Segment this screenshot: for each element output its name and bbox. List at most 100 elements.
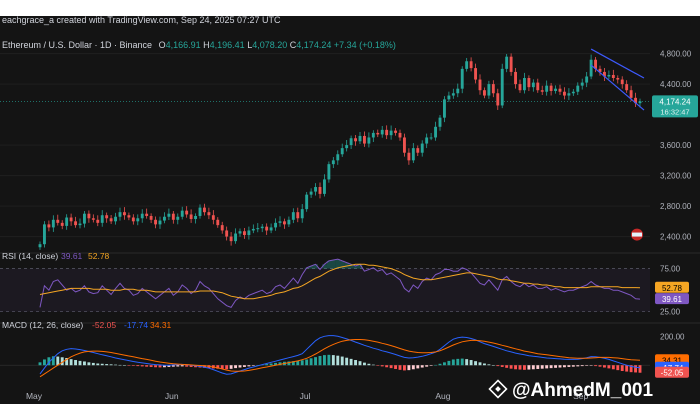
candle-body[interactable] xyxy=(260,226,264,229)
macd-histogram-bar[interactable] xyxy=(56,356,60,366)
candle-body[interactable] xyxy=(65,217,69,226)
macd-histogram-bar[interactable] xyxy=(291,361,295,366)
candle-body[interactable] xyxy=(171,213,175,220)
candle-body[interactable] xyxy=(176,216,180,220)
macd-histogram-bar[interactable] xyxy=(296,360,300,366)
candle-body[interactable] xyxy=(149,215,153,220)
macd-histogram-bar[interactable] xyxy=(189,365,193,367)
macd-histogram-bar[interactable] xyxy=(358,361,362,366)
macd-histogram-bar[interactable] xyxy=(100,363,104,366)
macd-histogram-bar[interactable] xyxy=(243,365,246,367)
rsi-line[interactable] xyxy=(39,258,641,309)
macd-histogram-bar[interactable] xyxy=(371,364,375,366)
macd-histogram-bar[interactable] xyxy=(540,365,544,369)
candle-body[interactable] xyxy=(91,218,95,220)
candle-body[interactable] xyxy=(478,79,482,91)
macd-histogram-bar[interactable] xyxy=(389,365,393,369)
candle-body[interactable] xyxy=(496,93,500,106)
macd-histogram-bar[interactable] xyxy=(287,361,291,366)
candle-body[interactable] xyxy=(287,219,291,225)
macd-histogram-bar[interactable] xyxy=(251,365,255,366)
macd-histogram-bar[interactable] xyxy=(278,362,282,366)
candle-body[interactable] xyxy=(309,191,313,195)
macd-histogram-bar[interactable] xyxy=(434,364,437,366)
candle-body[interactable] xyxy=(203,207,206,213)
macd-histogram-bar[interactable] xyxy=(140,365,144,367)
candle-body[interactable] xyxy=(465,61,469,69)
candle-body[interactable] xyxy=(127,215,131,218)
candle-body[interactable] xyxy=(296,212,300,219)
candle-body[interactable] xyxy=(96,219,100,223)
candle-body[interactable] xyxy=(60,222,64,226)
macd-histogram-bar[interactable] xyxy=(487,364,491,366)
candle-body[interactable] xyxy=(136,218,140,222)
tradingview-chart[interactable]: 4,800.00 4,400.00 3,600.00 3,200.00 2,800.00… xyxy=(0,15,700,404)
macd-histogram-bar[interactable] xyxy=(171,365,175,367)
candle-body[interactable] xyxy=(500,68,504,106)
macd-histogram-bar[interactable] xyxy=(465,359,469,366)
macd-histogram-bar[interactable] xyxy=(136,365,140,367)
macd-histogram-bar[interactable] xyxy=(229,365,233,369)
macd-histogram-bar[interactable] xyxy=(238,365,242,368)
candle-body[interactable] xyxy=(438,117,442,127)
macd-histogram-bar[interactable] xyxy=(598,365,602,367)
macd-line[interactable] xyxy=(39,335,641,375)
macd-histogram-bar[interactable] xyxy=(496,365,500,367)
macd-histogram-bar[interactable] xyxy=(185,365,189,367)
macd-histogram-bar[interactable] xyxy=(625,365,629,372)
candle-body[interactable] xyxy=(558,88,562,92)
candle-body[interactable] xyxy=(491,84,495,94)
candle-body[interactable] xyxy=(398,132,402,138)
macd-histogram-bar[interactable] xyxy=(420,365,424,368)
macd-histogram-bar[interactable] xyxy=(545,365,549,369)
candle-body[interactable] xyxy=(189,214,193,220)
macd-histogram-bar[interactable] xyxy=(603,365,606,368)
macd-histogram-bar[interactable] xyxy=(345,357,349,366)
macd-histogram-bar[interactable] xyxy=(216,365,220,369)
macd-histogram-bar[interactable] xyxy=(96,363,100,366)
macd-histogram-bar[interactable] xyxy=(425,365,429,367)
candle-body[interactable] xyxy=(554,88,557,91)
candle-body[interactable] xyxy=(411,148,415,161)
macd-histogram-bar[interactable] xyxy=(269,363,273,366)
macd-histogram-bar[interactable] xyxy=(447,360,451,366)
macd-histogram-bar[interactable] xyxy=(225,365,229,370)
macd-histogram-bar[interactable] xyxy=(354,360,357,366)
candle-body[interactable] xyxy=(43,224,46,245)
macd-histogram-bar[interactable] xyxy=(78,360,82,366)
candle-body[interactable] xyxy=(185,210,189,215)
candle-body[interactable] xyxy=(118,212,122,217)
candle-body[interactable] xyxy=(460,68,464,89)
candle-body[interactable] xyxy=(145,213,149,216)
candle-body[interactable] xyxy=(536,82,540,91)
candle-body[interactable] xyxy=(211,215,215,220)
candle-body[interactable] xyxy=(567,93,571,96)
macd-histogram-bar[interactable] xyxy=(336,355,340,366)
candle-body[interactable] xyxy=(443,99,446,118)
macd-histogram-bar[interactable] xyxy=(60,357,64,366)
candle-body[interactable] xyxy=(331,160,335,165)
candle-body[interactable] xyxy=(180,210,184,217)
macd-histogram-bar[interactable] xyxy=(114,364,117,366)
candle-body[interactable] xyxy=(540,90,544,92)
macd-histogram-bar[interactable] xyxy=(563,365,566,368)
macd-histogram-bar[interactable] xyxy=(167,365,171,367)
macd-histogram-bar[interactable] xyxy=(531,365,535,370)
macd-histogram-bar[interactable] xyxy=(403,365,406,371)
candle-body[interactable] xyxy=(474,68,477,80)
macd-histogram-bar[interactable] xyxy=(567,365,571,367)
candle-body[interactable] xyxy=(154,219,157,225)
macd-histogram-bar[interactable] xyxy=(456,358,460,366)
macd-histogram-bar[interactable] xyxy=(443,362,446,366)
macd-histogram-bar[interactable] xyxy=(105,364,109,366)
candle-body[interactable] xyxy=(363,135,366,144)
candle-body[interactable] xyxy=(598,68,602,72)
candle-body[interactable] xyxy=(163,216,166,221)
candle-body[interactable] xyxy=(358,135,362,142)
macd-histogram-bar[interactable] xyxy=(314,357,317,366)
candle-body[interactable] xyxy=(487,84,491,96)
candle-body[interactable] xyxy=(269,227,273,231)
macd-histogram-bar[interactable] xyxy=(220,365,224,369)
candle-body[interactable] xyxy=(83,213,86,224)
candle-body[interactable] xyxy=(580,82,584,86)
